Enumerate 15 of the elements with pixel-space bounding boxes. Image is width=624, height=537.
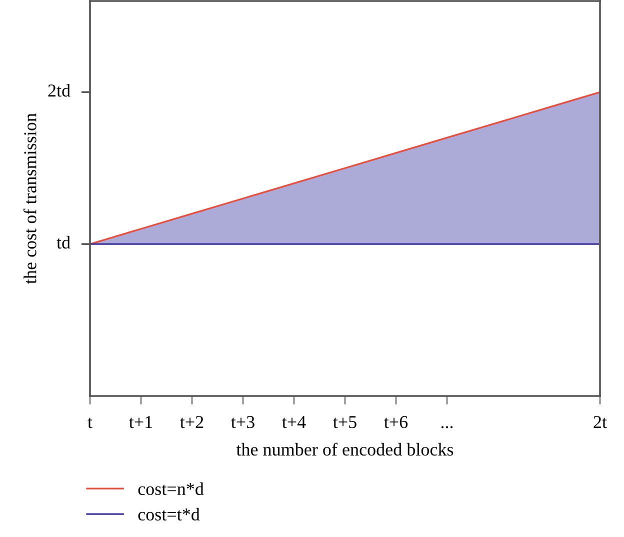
x-tick-label: t+5 — [333, 416, 356, 428]
x-tick-label: t — [88, 418, 92, 428]
x-tick-label: t+2 — [180, 416, 204, 428]
text: td — [56, 236, 70, 249]
x-tick-label: t+4 — [282, 416, 306, 428]
y-axis-title: the cost of transmission — [23, 113, 36, 284]
legend-label: cost=n*d — [138, 482, 204, 496]
x-tick-label: t+3 — [231, 416, 254, 428]
legend-label: cost=t*d — [138, 508, 200, 521]
x-tick-label: 2t — [594, 416, 607, 428]
x-tick-label: t+6 — [384, 416, 408, 428]
text: 2td — [48, 84, 70, 97]
x-tick-label: t+1 — [129, 416, 152, 428]
x-tick-label: ... — [441, 426, 453, 428]
x-axis-title: the number of encoded blocks — [236, 442, 454, 456]
